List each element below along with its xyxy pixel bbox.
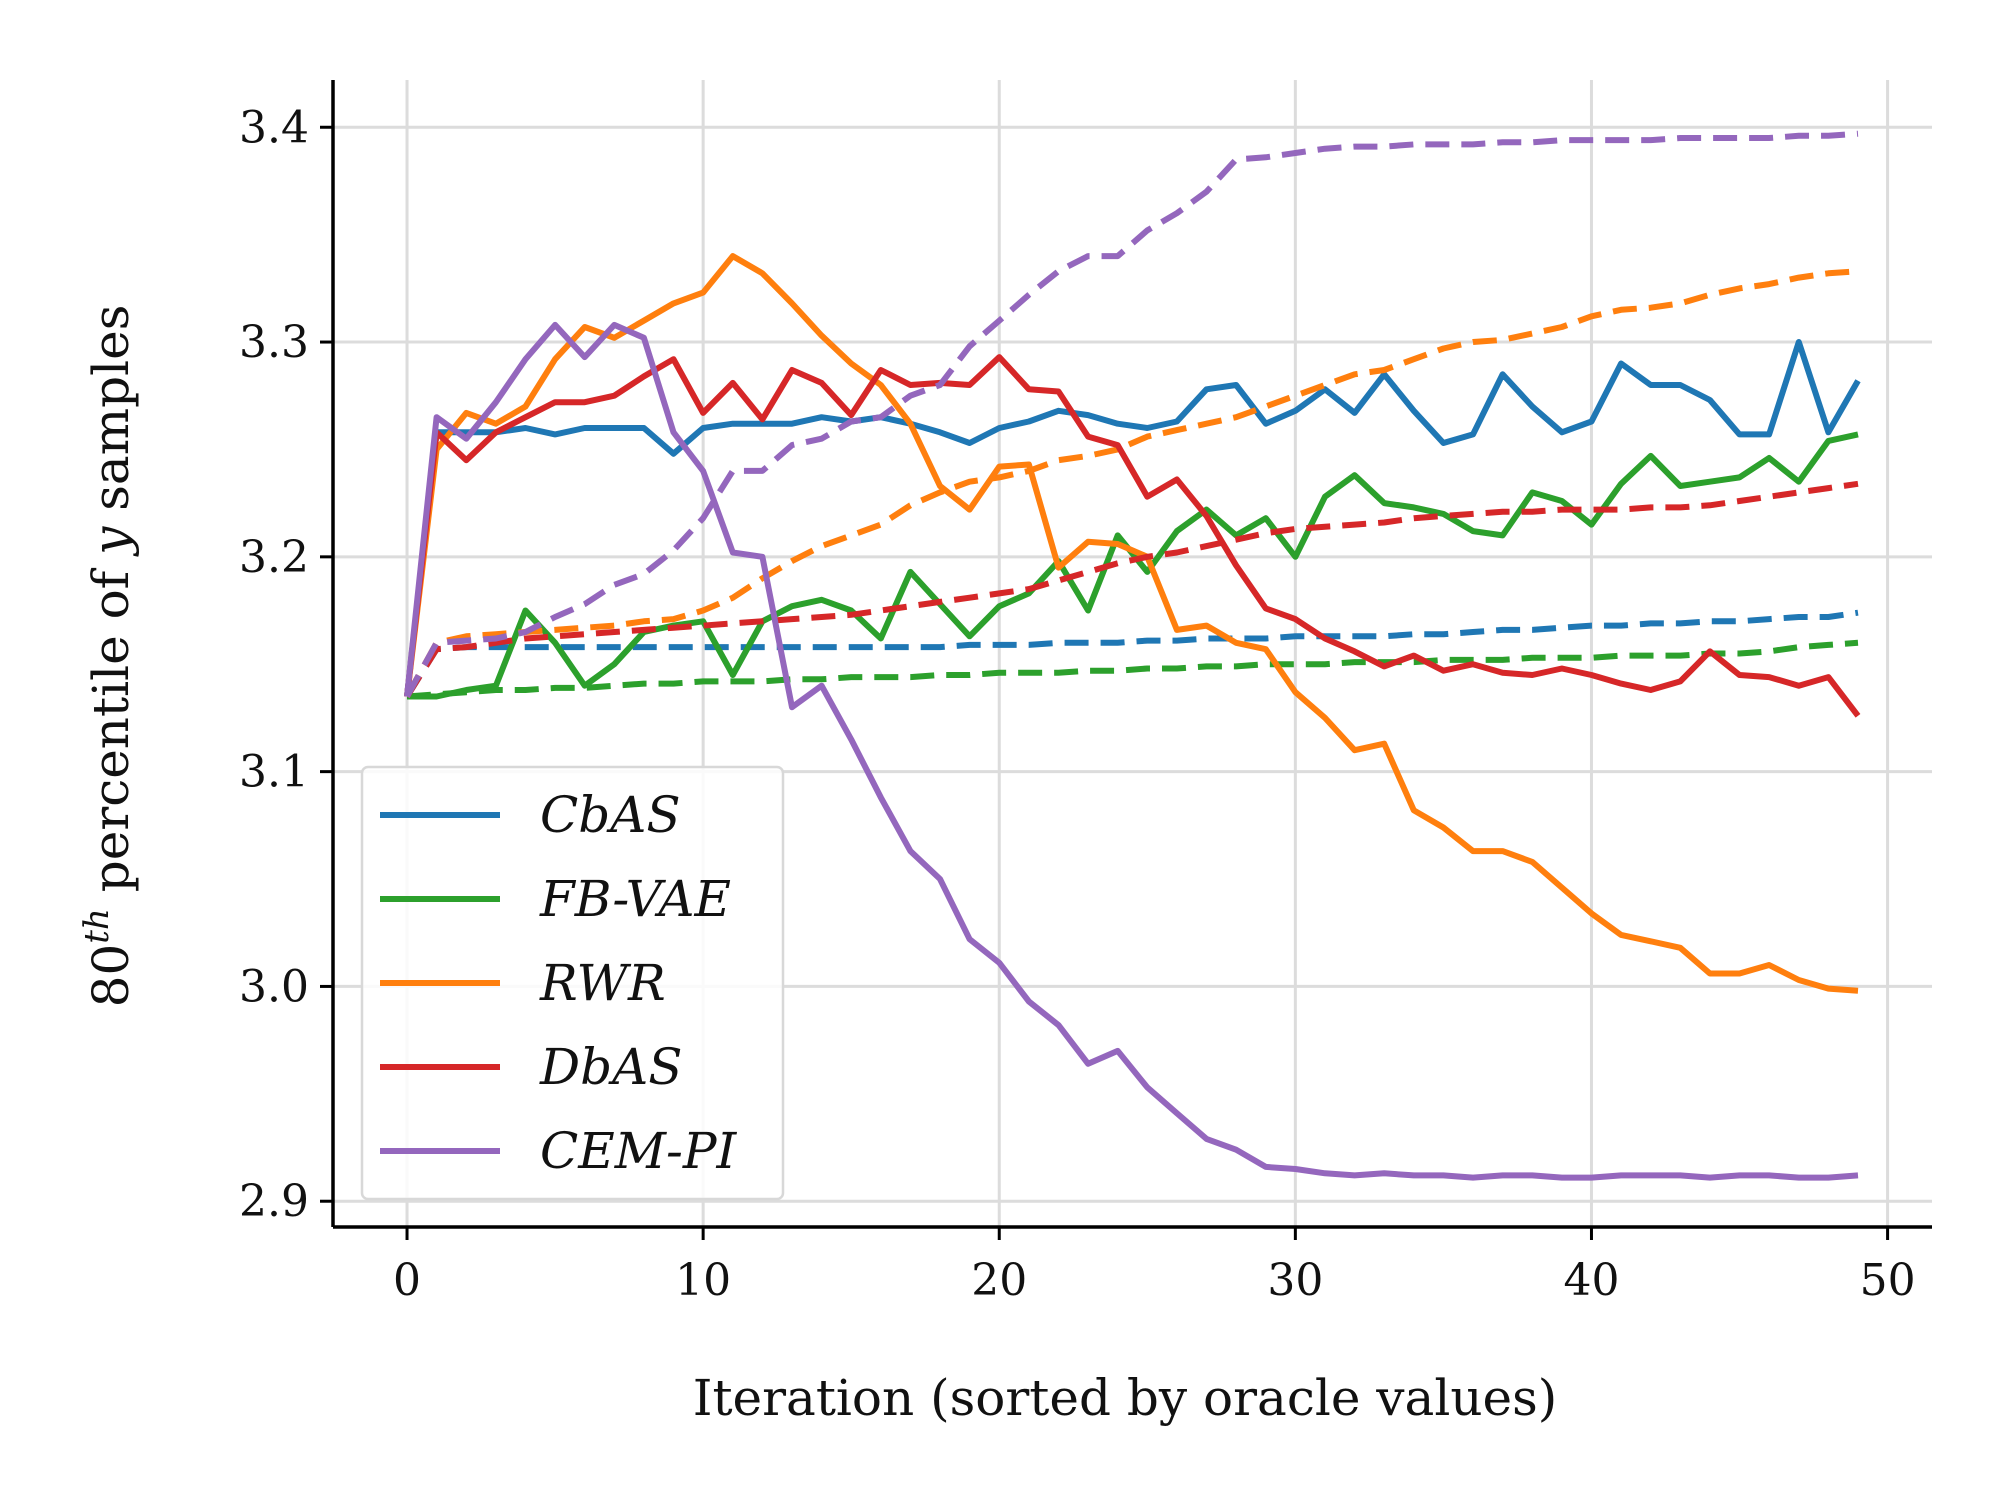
y-tick-label-3.1: 3.1 xyxy=(239,747,309,798)
y-tick-label-3.0: 3.0 xyxy=(239,961,309,1012)
y-axis-title-suffix: samples xyxy=(82,305,140,527)
legend-label-cem-pi: CEM-PI xyxy=(540,1122,737,1180)
dbas-solid-line xyxy=(404,354,1861,718)
rwr-solid-line xyxy=(404,253,1859,994)
x-tick-label-20: 20 xyxy=(971,1255,1027,1306)
y-axis-title-superscript: th xyxy=(77,908,117,944)
y-axis-title-number: 80 xyxy=(82,944,140,1008)
legend-label-dbas: DbAS xyxy=(539,1038,682,1096)
dbas-dashed-line xyxy=(404,480,1859,699)
y-tick-label-2.9: 2.9 xyxy=(239,1176,309,1227)
x-tick-label-0: 0 xyxy=(393,1255,421,1306)
x-axis-title: Iteration (sorted by oracle values) xyxy=(693,1369,1558,1427)
fb-vae-dashed-line xyxy=(406,639,1859,700)
cem-pi-dashed-line xyxy=(404,130,1859,698)
y-tick-label-3.3: 3.3 xyxy=(239,317,309,368)
legend-label-fb-vae: FB-VAE xyxy=(539,870,731,928)
legend: CbAS FB-VAE RWR DbAS CEM-PI xyxy=(360,765,785,1201)
legend-label-rwr: RWR xyxy=(539,954,666,1012)
cbas-solid-line xyxy=(404,339,1861,697)
x-tick-label-10: 10 xyxy=(675,1255,731,1306)
y-axis-title-text: percentile of xyxy=(82,555,140,908)
rwr-dashed-line xyxy=(404,268,1859,698)
cem-pi-solid-line xyxy=(404,321,1859,1181)
y-axis-title-variable: y xyxy=(82,526,140,557)
y-tick-label-3.2: 3.2 xyxy=(239,532,309,583)
legend-label-cbas: CbAS xyxy=(540,786,681,844)
x-tick-label-30: 30 xyxy=(1267,1255,1323,1306)
y-axis-title: 80th percentile of y samples xyxy=(77,305,140,1008)
x-tick-label-50: 50 xyxy=(1860,1255,1916,1306)
legend-frame xyxy=(360,765,785,1201)
axes: 0 10 20 30 40 50 2.9 3.0 3.1 3.2 3.3 3.4 xyxy=(239,80,1932,1306)
y-tick-label-3.4: 3.4 xyxy=(239,102,309,153)
x-tick-label-40: 40 xyxy=(1563,1255,1619,1306)
series-lines xyxy=(404,130,1861,1181)
cbas-dashed-line xyxy=(404,609,1859,699)
